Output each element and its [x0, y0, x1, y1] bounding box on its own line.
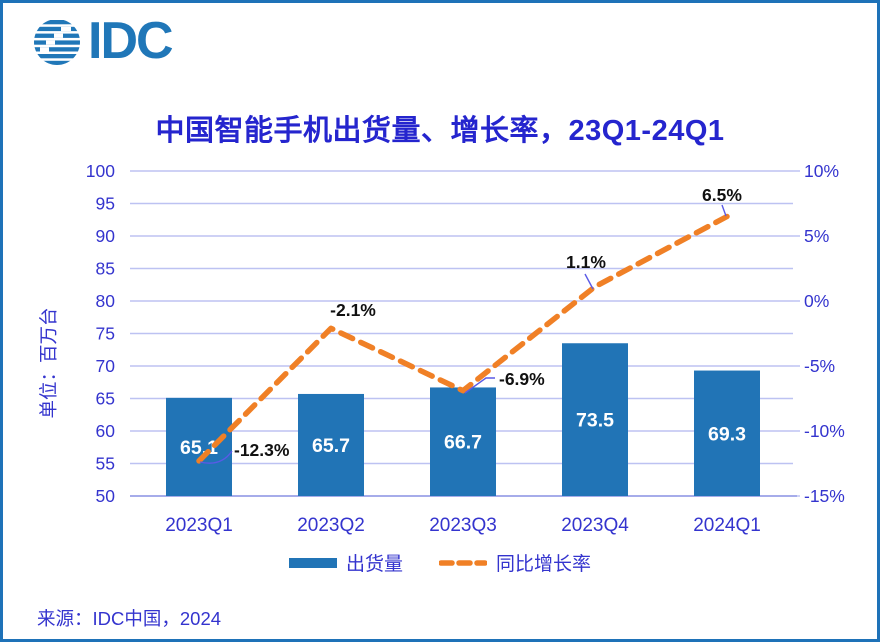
- left-axis-tick-label: 95: [96, 194, 115, 214]
- bar-2024Q1: [694, 370, 760, 496]
- left-axis-tick-label: 75: [96, 324, 115, 344]
- bar-value-label: 73.5: [576, 410, 614, 432]
- left-axis-tick-label: 60: [96, 421, 116, 441]
- right-axis-tick-label: 5%: [804, 226, 829, 246]
- bar-value-label: 69.3: [708, 423, 746, 445]
- growth-point-label: 1.1%: [566, 252, 606, 272]
- bar-2023Q1: [166, 397, 232, 496]
- growth-point-label: -6.9%: [499, 369, 545, 389]
- left-axis-tick-label: 65: [96, 389, 115, 409]
- right-axis-tick-label: -10%: [804, 421, 845, 441]
- bar-legend-label: 出货量: [345, 554, 403, 575]
- bar-value-label: 65.7: [312, 435, 350, 457]
- bar-legend-swatch: [288, 557, 337, 568]
- point-label-leader: [721, 204, 727, 217]
- point-label-leader: [464, 377, 495, 394]
- line-legend-swatch: [439, 559, 487, 566]
- source-note: 来源：IDC中国，2024: [37, 608, 222, 629]
- idc-globe-icon: [34, 20, 80, 65]
- left-axis-tick-label: 85: [96, 259, 115, 279]
- left-axis-tick-label: 50: [96, 486, 116, 506]
- category-label: 2023Q2: [297, 515, 365, 536]
- category-label: 2023Q1: [165, 515, 233, 536]
- left-axis-tick-label: 55: [96, 454, 115, 474]
- bar-2023Q3: [430, 387, 496, 496]
- bar-value-label: 65.1: [180, 437, 218, 459]
- y-axis-title: 单位：百万台: [38, 307, 59, 418]
- chart-title: 中国智能手机出货量、增长率，23Q1-24Q1: [155, 115, 725, 147]
- growth-point-label: -12.3%: [234, 440, 290, 460]
- right-axis-tick-label: -15%: [804, 486, 845, 506]
- idc-logo-text: IDC: [88, 11, 174, 70]
- right-axis-tick-label: 10%: [804, 161, 839, 181]
- chart-legend: 出货量 同比增长率: [3, 549, 877, 576]
- growth-point-label: 6.5%: [702, 185, 742, 205]
- right-axis-tick-label: 0%: [804, 291, 829, 311]
- category-label: 2023Q4: [561, 515, 629, 536]
- growth-line: [196, 213, 730, 464]
- point-label-leader: [584, 273, 594, 290]
- left-axis-tick-label: 100: [86, 161, 115, 181]
- point-label-leader: [199, 450, 233, 464]
- bar-2023Q4: [562, 343, 628, 496]
- idc-logo: IDC: [33, 11, 174, 70]
- left-axis-tick-label: 70: [96, 356, 116, 376]
- growth-point-label: -2.1%: [330, 300, 376, 320]
- category-label: 2023Q3: [429, 515, 497, 536]
- chart-canvas: 100 10% 95 90 5% 85 80 0% 75 70 -5% 65 60 -10% 55 50 -15…: [38, 161, 845, 536]
- category-label: 2024Q1: [693, 515, 761, 536]
- line-legend-label: 同比增长率: [496, 554, 592, 575]
- bar-2023Q2: [298, 393, 364, 496]
- left-axis-tick-label: 80: [96, 291, 116, 311]
- right-axis-tick-label: -5%: [804, 356, 835, 376]
- left-axis-tick-label: 90: [96, 226, 116, 246]
- bar-value-label: 66.7: [444, 432, 482, 454]
